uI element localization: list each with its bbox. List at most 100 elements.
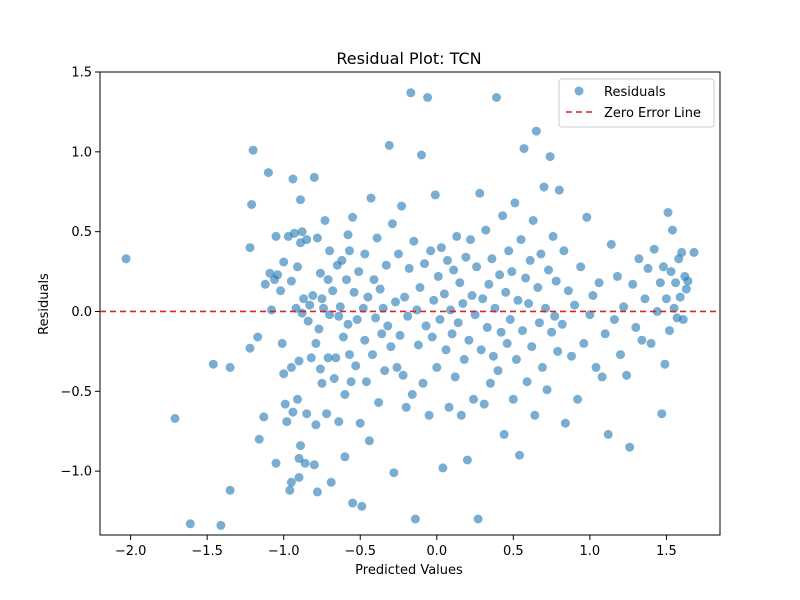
data-point (424, 410, 434, 420)
data-point (403, 311, 413, 321)
data-point (323, 275, 333, 285)
data-point (542, 385, 552, 395)
data-point (276, 286, 286, 296)
data-point (553, 346, 563, 356)
data-point (663, 208, 673, 217)
data-point (603, 429, 613, 439)
data-point (325, 246, 335, 256)
data-point (338, 332, 348, 342)
data-point (312, 233, 322, 243)
data-point (652, 307, 662, 316)
data-point (343, 319, 353, 329)
data-point (689, 247, 699, 257)
data-point (267, 305, 276, 315)
data-point (430, 190, 440, 200)
data-point (271, 458, 281, 468)
data-point (345, 350, 354, 360)
data-point (247, 200, 257, 209)
data-point (286, 276, 296, 286)
data-point (305, 300, 315, 310)
data-point (461, 252, 471, 262)
y-tick-label: 0.0 (71, 305, 92, 320)
data-point (291, 303, 301, 313)
data-point (293, 262, 302, 272)
data-point (447, 329, 457, 339)
data-point (537, 362, 547, 372)
data-points (121, 88, 699, 530)
data-point (331, 353, 341, 363)
y-axis-ticks: −1.0 −0.5 0.0 0.5 1.0 1.5 (60, 66, 100, 480)
data-point (372, 233, 382, 243)
data-point (311, 338, 321, 348)
data-point (469, 394, 478, 404)
data-point (646, 338, 656, 348)
data-point (245, 343, 255, 353)
data-point (348, 212, 358, 222)
data-point (271, 231, 281, 241)
data-point (360, 249, 370, 259)
x-tick-label: 1.5 (656, 544, 677, 559)
data-point (389, 468, 399, 478)
data-point (522, 377, 532, 387)
data-point (317, 294, 327, 304)
data-point (351, 361, 361, 371)
data-point (216, 520, 226, 530)
data-point (637, 335, 647, 345)
data-point (360, 335, 370, 345)
data-point (498, 211, 508, 221)
data-point (279, 369, 289, 379)
data-point (260, 279, 270, 289)
data-point (452, 231, 462, 241)
data-point (545, 152, 555, 162)
data-point (453, 318, 463, 328)
data-point (334, 311, 344, 321)
data-point (450, 372, 460, 382)
data-point (329, 374, 339, 383)
data-point (433, 271, 443, 281)
data-point (507, 267, 517, 277)
data-point (289, 228, 299, 238)
data-point (325, 310, 335, 320)
data-point (391, 297, 400, 307)
data-point (288, 174, 298, 184)
data-point (366, 193, 376, 203)
data-point (631, 322, 641, 332)
data-point (458, 299, 468, 308)
data-point (245, 243, 255, 253)
data-point (496, 327, 506, 337)
data-point (459, 354, 469, 364)
data-point (505, 315, 515, 324)
data-point (380, 366, 390, 376)
data-point (358, 303, 368, 313)
x-axis-ticks: −2.0 −1.5 −1.0 −0.5 0.0 0.5 1.0 1.5 (115, 535, 677, 559)
data-point (511, 354, 521, 364)
legend-box (558, 78, 715, 128)
data-point (225, 485, 235, 495)
data-point (296, 195, 305, 205)
data-point (478, 294, 488, 304)
data-point (597, 372, 607, 382)
data-point (369, 275, 379, 285)
data-point (340, 390, 350, 399)
data-point (665, 326, 674, 336)
data-point (354, 267, 364, 277)
data-point (293, 394, 302, 404)
x-tick-label: 0.0 (426, 544, 447, 559)
data-point (294, 453, 304, 463)
x-tick-label: −1.5 (191, 544, 223, 559)
data-point (671, 278, 681, 288)
data-point (277, 338, 287, 348)
data-point (368, 350, 377, 360)
data-point (343, 230, 353, 240)
legend-label-residuals: Residuals (604, 85, 666, 100)
data-point (669, 303, 679, 313)
data-point (374, 398, 384, 407)
data-point (462, 455, 472, 465)
data-point (449, 265, 459, 275)
data-point (429, 295, 439, 305)
data-point (655, 278, 665, 288)
data-point (438, 463, 448, 473)
data-point (513, 295, 523, 305)
data-point (392, 362, 402, 372)
data-point (349, 287, 359, 297)
